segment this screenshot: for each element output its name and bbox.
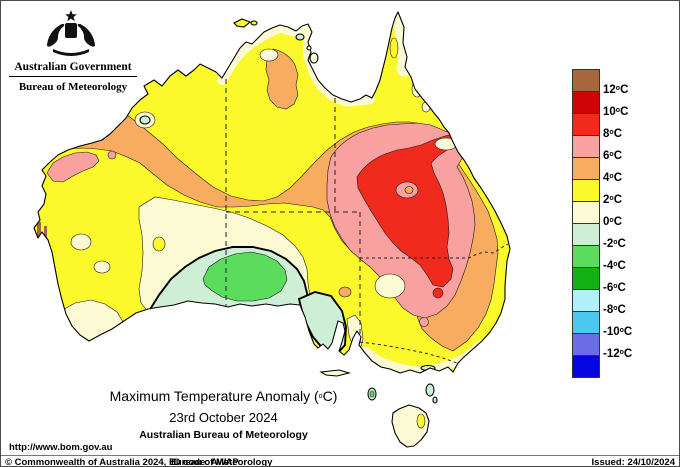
legend-swatch: [573, 158, 599, 180]
footer-row: © Commonwealth of Australia 2024, Bureau…: [1, 457, 679, 467]
map-titles: Maximum Temperature Anomaly (oC) 23rd Oc…: [41, 388, 406, 441]
legend-label: 4oC: [603, 172, 622, 184]
island-flinders: [425, 383, 435, 397]
region-pink-pilbara-dot: [107, 150, 117, 160]
region-mint-esperance: [154, 306, 178, 320]
island-groote-2: [306, 45, 312, 51]
coat-of-arms: [39, 9, 103, 61]
bureau-label: Bureau of Meteorology: [18, 81, 128, 93]
legend-labels: 12oC 10oC 8oC 6oC 4oC 2oC 0oC -2oC -4oC -6oC -8oC -…: [603, 69, 651, 379]
legend-label: -12oC: [603, 348, 633, 360]
island-flinders-2: [432, 396, 438, 404]
region-pink-dot-nsw: [419, 317, 429, 327]
region-cream-nt-oval: [259, 48, 279, 62]
legend-label: -2oC: [603, 238, 626, 250]
legend-label: 2oC: [603, 194, 622, 206]
island-king-green: [369, 390, 375, 398]
legend-swatch: [573, 290, 599, 312]
island-groote: [309, 52, 319, 64]
bom-url: http://www.bom.gov.au: [9, 442, 113, 453]
legend-swatch: [573, 92, 599, 114]
region-orange-nt: [265, 48, 299, 110]
region-cream-hole-2: [93, 260, 111, 274]
legend-swatch: [573, 224, 599, 246]
copyright-text: © Commonwealth of Australia 2024, Bureau…: [5, 457, 273, 467]
region-mint-arnhem: [295, 33, 305, 41]
footer-divider: [1, 455, 679, 456]
australia-coastline: [33, 11, 511, 374]
region-mint-vic-sliver: [420, 364, 436, 372]
legend-label: 0oC: [603, 216, 622, 228]
island-tiwi-2: [250, 20, 258, 26]
island-tiwi: [233, 18, 252, 28]
region-mint-kimberley: [139, 115, 151, 125]
region-red-main: [356, 131, 474, 288]
region-yellow-blob-wa: [152, 236, 166, 252]
legend-label: 6oC: [603, 150, 622, 162]
legend-swatch: [573, 202, 599, 224]
region-orange-core-dot: [404, 186, 414, 194]
legend-label: 12oC: [603, 84, 629, 96]
legend-swatch: [573, 334, 599, 356]
header-divider: [9, 76, 137, 77]
commonwealth-crest-icon: [47, 10, 95, 56]
legend-swatch: [573, 114, 599, 136]
legend-swatch: [573, 70, 599, 92]
region-red-dot: [432, 287, 444, 299]
map-source: Australian Bureau of Meteorology: [139, 429, 308, 441]
header-text-block: Australian Government Bureau of Meteorol…: [5, 61, 141, 93]
id-code-text: ID code: AWAP: [171, 457, 239, 467]
region-orange-sa-dot: [338, 286, 352, 298]
legend-swatch: [573, 356, 599, 377]
map-date: 23rd October 2024: [169, 410, 278, 425]
region-yellow-capeyork: [389, 37, 399, 59]
island-kangaroo: [319, 369, 352, 377]
legend-swatch: [573, 180, 599, 202]
region-cream-neqld-4: [455, 117, 465, 127]
legend-label: -8oC: [603, 304, 626, 316]
legend-label: 10oC: [603, 106, 629, 118]
legend-label: -6oC: [603, 282, 626, 294]
border-qld-nsw: [360, 243, 509, 259]
issued-text: Issued: 24/10/2024: [591, 457, 675, 467]
region-cream-hole-1: [70, 233, 92, 251]
region-pink-pilbara: [46, 151, 100, 183]
legend-swatch: [573, 246, 599, 268]
region-green-bight: [202, 251, 288, 302]
region-yellow-tasmania: [416, 413, 426, 429]
region-cream-capeyork: [389, 12, 414, 77]
legend-swatch: [573, 268, 599, 290]
legend-label: -4oC: [603, 260, 626, 272]
legend-swatch: [573, 312, 599, 334]
government-label: Australian Government: [14, 61, 132, 73]
region-mint-neqld: [452, 105, 460, 111]
legend-label: 8oC: [603, 128, 622, 140]
region-cream-channel: [374, 273, 406, 299]
map-title: Maximum Temperature Anomaly (oC): [109, 388, 338, 404]
region-cream-vrd-coast: [217, 39, 255, 85]
legend-label: -10oC: [603, 326, 633, 338]
legend-swatch: [573, 136, 599, 158]
legend-color-scale: [572, 69, 600, 378]
